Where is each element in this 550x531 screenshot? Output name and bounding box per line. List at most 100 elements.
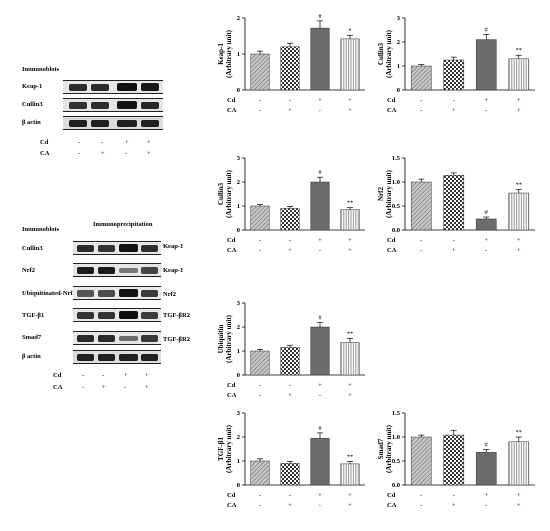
bar [340,38,360,91]
ca-sign: - [259,502,261,509]
blot-b-left-label: β actin [22,353,41,360]
y-tick-label: 1 [237,348,240,355]
ca-sign: - [319,107,321,114]
ca-label: CA [387,247,397,254]
cd-sign: + [484,492,488,499]
cd-sign: + [517,237,521,244]
ca-label: CA [387,107,397,114]
y-tick-label: 0.0 [392,227,400,234]
blot-b-right-label: Keap-1 [163,243,184,250]
blot-a-ca-sign: - [78,150,81,157]
cd-sign: + [318,492,322,499]
blot-a-cd-sign: + [125,139,129,146]
bar [280,347,300,376]
blot-b-band-strip [73,350,161,364]
cd-sign: - [420,492,422,499]
blot-a-cd-sign: + [147,139,151,146]
y-axis-label: (Arbitrary unit) [385,424,393,473]
cd-sign: - [420,97,422,104]
bar [280,46,300,91]
y-axis-label: (Arbitrary unit) [225,314,233,363]
blot-b-cd-sign: + [145,372,149,379]
blot-b-right-label: Keap-1 [163,267,184,274]
ca-sign: + [517,502,521,509]
blot-b-cd-sign: - [82,372,85,379]
y-tick-label: 1.5 [392,155,401,162]
y-axis-label: Nrf2 [377,187,385,201]
ca-sign: + [288,247,292,254]
significance-mark: # [318,13,322,20]
ca-sign: + [517,107,521,114]
cd-label: Cd [227,237,236,244]
bar [410,181,432,231]
blot-b-left-label: Ubiquitinated-Nrf2 [22,290,76,297]
bar [410,436,432,486]
blot-b-band-strip [73,263,161,277]
cd-sign: + [348,492,352,499]
blot-b-cd-sign: - [102,372,105,379]
ca-sign: + [348,392,352,399]
ca-sign: + [348,107,352,114]
ca-sign: - [485,107,487,114]
blot-b-right-label: TGF-βR2 [163,312,190,319]
ca-sign: + [348,247,352,254]
y-axis-label: Smad7 [377,438,385,459]
y-tick-label: 0.5 [392,458,401,465]
blot-b-right-label: TGF-βR2 [163,336,190,343]
ca-sign: - [319,247,321,254]
bar [250,53,270,91]
ca-label: CA [227,502,237,509]
y-axis-label: Ubiquitin [217,324,225,353]
cd-sign: + [484,97,488,104]
ca-label: CA [227,107,237,114]
bar [443,434,465,486]
bar [340,209,360,231]
significance-mark: ** [516,429,523,436]
chart-1: 0 1 2 Keap-1 (Arbitrary unit) - - - + # + - * + + Cd CA [217,13,365,114]
cd-sign: - [289,237,291,244]
chart-2: 0 1 2 3 Cullin3 (Arbitrary unit) - - - + # + - ** + + Cd… [377,15,535,114]
blot-b-ip-title: Immunoprecipitation [93,221,153,228]
ca-sign: - [420,502,422,509]
blot-b-ca-sign: - [124,384,127,391]
ca-sign: - [319,392,321,399]
bar [340,463,360,486]
cd-sign: + [348,382,352,389]
y-tick-label: 0 [237,482,240,489]
cd-sign: - [453,97,455,104]
ca-sign: + [288,502,292,509]
y-axis-label: (Arbitrary unit) [225,169,233,218]
significance-mark: # [485,26,489,33]
blot-a-row-label: β actin [22,119,41,126]
significance-mark: # [318,315,322,322]
y-tick-label: 3 [237,410,241,417]
ca-sign: + [288,107,292,114]
cd-sign: + [348,237,352,244]
ca-label: CA [387,502,397,509]
y-axis-label: Keap-1 [217,43,225,65]
y-tick-label: 1.0 [392,434,400,441]
y-tick-label: 2 [237,15,240,22]
blot-a-band-strip [63,80,163,94]
cd-label: Cd [387,237,396,244]
bar [508,441,530,486]
chart-6: 0 1 2 3 TGF-β1 (Arbitrary unit) - - - + # + - ** + + Cd C… [217,410,365,509]
y-tick-label: 1.5 [392,410,401,417]
bar [475,218,497,231]
ca-sign: - [319,502,321,509]
cd-sign: + [318,97,322,104]
bar [310,437,330,486]
blot-b-ca-sign: + [102,384,106,391]
y-tick-label: 0.5 [392,203,401,210]
ca-label: CA [227,392,237,399]
ca-sign: - [485,247,487,254]
cd-sign: + [318,382,322,389]
y-tick-label: 1 [237,51,240,58]
y-tick-label: 2 [397,39,400,46]
bar [250,460,270,486]
y-tick-label: 2 [237,434,240,441]
ca-sign: - [259,107,261,114]
y-axis-label: TGF-β1 [217,437,225,461]
bar [250,205,270,231]
